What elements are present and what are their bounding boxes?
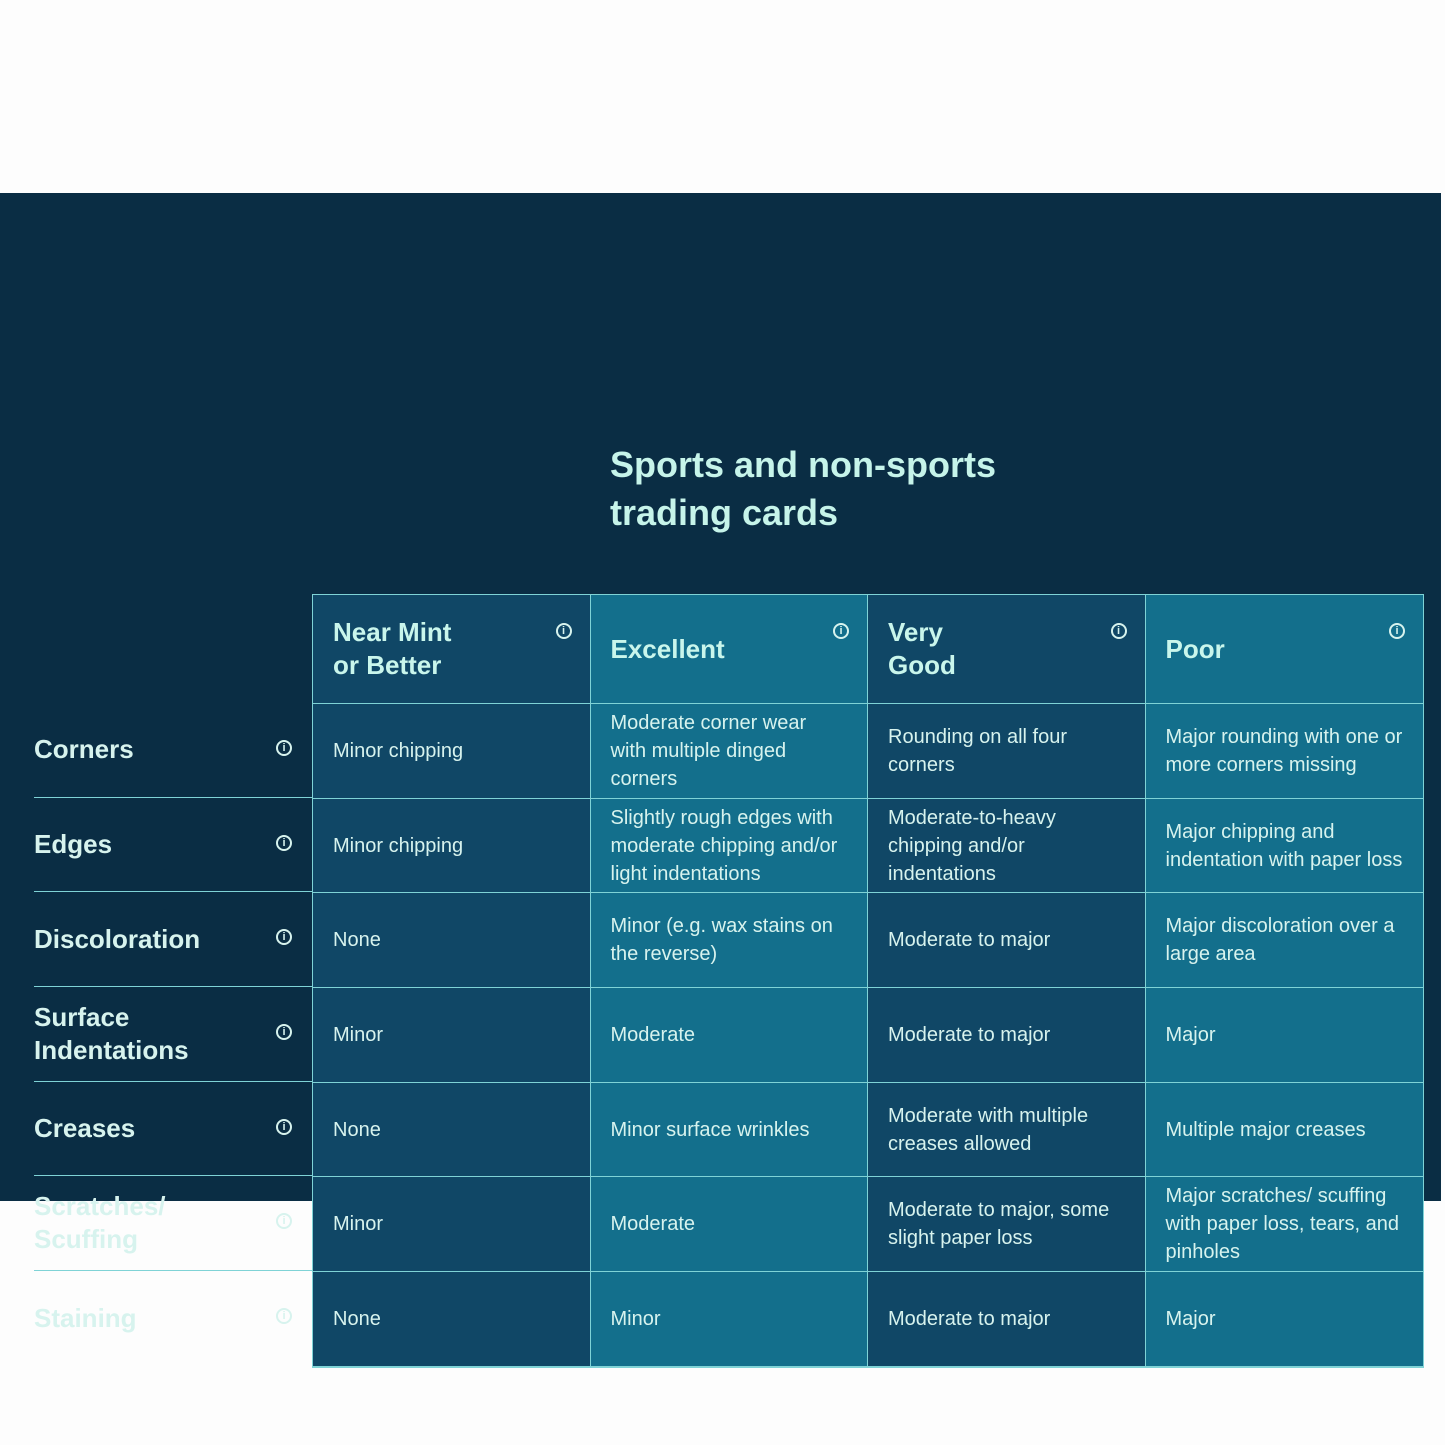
row-label-text: Staining [34, 1302, 137, 1333]
column-header-label: Near Mint or Better [333, 617, 452, 680]
info-icon[interactable]: i [276, 740, 292, 756]
row-label: Creases i [34, 1082, 312, 1177]
column-header-label: Poor [1165, 633, 1225, 664]
column-header: Very Good i [868, 595, 1146, 704]
row-label-text: Edges [34, 829, 113, 860]
table-cell: Major [1145, 988, 1423, 1083]
table-cell: Moderate-to-heavy chipping and/or indent… [868, 798, 1146, 894]
row-label-text: Surface Indentations [34, 1001, 189, 1065]
table-cell: Slightly rough edges with moderate chipp… [590, 798, 868, 894]
row-label-text: Discoloration [34, 923, 201, 954]
table-cell: Major discoloration over a large area [1145, 893, 1423, 989]
row-label: Corners i [34, 703, 312, 798]
condition-table: Near Mint or Better i Excellent i Very Good i… [312, 594, 1424, 1368]
info-icon[interactable]: i [276, 1308, 292, 1325]
info-icon[interactable]: i [833, 623, 849, 639]
row-labels: Corners i Edges i Discoloration i Surface Inde… [34, 703, 312, 1366]
table-cell: Moderate [590, 1177, 868, 1273]
table-cell: Minor [590, 1272, 868, 1367]
info-icon[interactable]: i [276, 834, 292, 851]
info-icon[interactable]: i [1110, 623, 1127, 639]
table-cell: Moderate to major [868, 988, 1146, 1083]
table-cell: Major rounding with one or more corners … [1145, 704, 1423, 799]
column-header: Excellent i [590, 595, 868, 704]
table-cell: Major scratches/ scuffing with paper los… [1145, 1177, 1423, 1273]
column-header-label: Excellent [610, 633, 725, 664]
row-label: Staining i [34, 1271, 312, 1366]
info-icon[interactable]: i [555, 623, 572, 639]
row-label: Edges i [34, 798, 312, 893]
row-label: Discoloration i [34, 892, 312, 988]
row-label-text: Corners [34, 734, 134, 765]
info-icon[interactable]: i [276, 1213, 292, 1230]
table-cell: None [313, 1082, 591, 1178]
table-cell: Moderate to major [868, 1272, 1146, 1367]
info-icon[interactable]: i [1389, 623, 1405, 639]
table-cell: Major chipping and indentation with pape… [1145, 798, 1423, 894]
table-cell: None [313, 893, 591, 989]
table-cell: Minor [313, 988, 591, 1083]
info-icon[interactable]: i [276, 929, 292, 946]
table-cell: Moderate to major, some slight paper los… [868, 1177, 1146, 1273]
table-cell: None [313, 1272, 591, 1367]
table-cell: Moderate corner wear with multiple dinge… [590, 704, 868, 799]
row-label: Scratches/ Scuffing i [34, 1176, 312, 1272]
info-icon[interactable]: i [276, 1024, 292, 1041]
column-header: Near Mint or Better i [313, 595, 591, 704]
table-cell: Minor chipping [313, 798, 591, 894]
table-cell: Minor [313, 1177, 591, 1273]
row-label-text: Scratches/ Scuffing [34, 1191, 166, 1255]
row-label-text: Creases [34, 1113, 136, 1144]
table-cell: Minor surface wrinkles [590, 1082, 868, 1178]
column-header-label: Very Good [888, 617, 956, 680]
table-cell: Moderate with multiple creases allowed [868, 1082, 1146, 1178]
row-label: Surface Indentations i [34, 987, 312, 1082]
table-cell: Minor chipping [313, 704, 591, 799]
table-cell: Moderate to major [868, 893, 1146, 989]
column-header: Poor i [1145, 595, 1423, 704]
info-icon[interactable]: i [276, 1118, 292, 1135]
table-cell: Multiple major creases [1145, 1082, 1423, 1178]
table-cell: Moderate [590, 988, 868, 1083]
panel-title: Sports and non-sports trading cards [610, 444, 996, 533]
grading-panel: Sports and non-sports trading cards Corn… [0, 193, 1441, 1368]
table-cell: Rounding on all four corners [868, 704, 1146, 799]
table-cell: Major [1145, 1272, 1423, 1367]
table-cell: Minor (e.g. wax stains on the reverse) [590, 893, 868, 989]
